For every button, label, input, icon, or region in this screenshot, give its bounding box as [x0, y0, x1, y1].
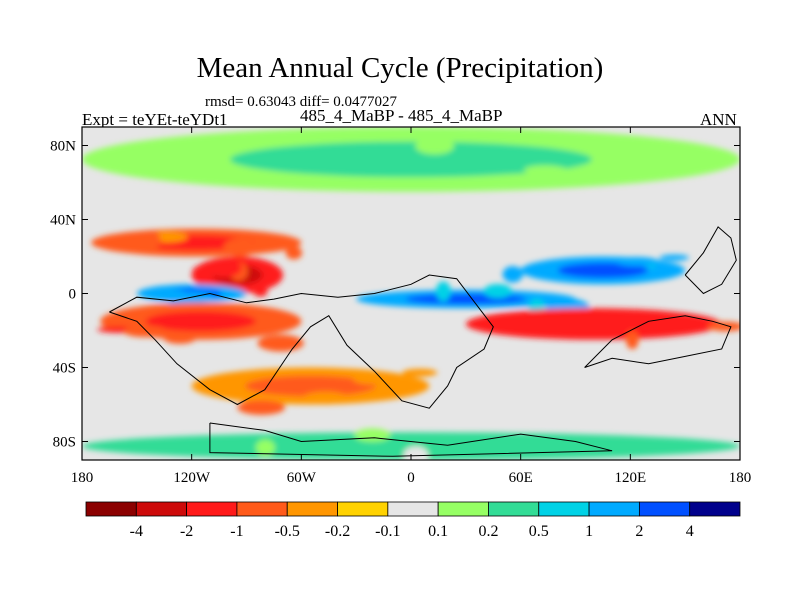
field-patch [302, 391, 349, 405]
field-patch [223, 238, 257, 257]
colorbar-label: -4 [130, 523, 143, 540]
field-patch [402, 368, 438, 377]
colorbar-label: -0.1 [375, 523, 400, 540]
y-tick-label: 80S [53, 435, 76, 451]
colorbar-swatch [186, 501, 238, 517]
colorbar-swatch [387, 501, 439, 517]
colorbar-label: -2 [180, 523, 193, 540]
colorbar-swatch [85, 501, 137, 517]
stats-subtitle: rmsd= 0.63043 diff= 0.0477027 [205, 94, 398, 110]
colorbar-label: 1 [585, 523, 593, 540]
colorbar-label: -1 [230, 523, 243, 540]
field-patch [237, 400, 286, 415]
field-patch [435, 281, 451, 302]
field-patch [504, 318, 519, 335]
colorbar-swatch [538, 501, 590, 517]
field-core-antarctic-green [230, 438, 592, 454]
field-patch [554, 166, 569, 183]
experiment-label: Expt = teYEt-teYDt1 [82, 110, 228, 129]
axis-ticks: 180 120W 60W 0 60E 120E 180 80N 40N 0 40S 80S [50, 127, 751, 486]
field-patch [255, 439, 276, 456]
field-patch [352, 372, 391, 385]
colorbar-swatch [638, 501, 691, 517]
field-core-south-pacific-red [145, 311, 257, 332]
field-patch [253, 286, 268, 297]
field-patch [354, 428, 391, 442]
field-patch [149, 290, 174, 301]
x-tick-label: 120E [614, 470, 646, 486]
precip-field [38, 127, 740, 460]
field-patch [707, 321, 740, 332]
colorbar-label: 0.5 [529, 523, 549, 540]
colorbar-swatch [337, 501, 389, 517]
field-core-south-mid-orange [245, 375, 376, 397]
y-tick-label: 80N [50, 139, 76, 155]
coastlines [109, 226, 737, 457]
coastline-3 [684, 226, 737, 295]
field-patch [647, 320, 661, 328]
field-patch [138, 230, 161, 250]
colorbar-swatch [286, 501, 338, 517]
colorbar-swatch [488, 501, 540, 517]
y-tick-label: 40N [50, 213, 76, 229]
field-patch [192, 265, 215, 277]
x-tick-label: 180 [729, 470, 752, 486]
colorbar-swatch [588, 501, 640, 517]
season-label: ANN [700, 110, 737, 129]
x-tick-label: 60W [287, 470, 317, 486]
field-patch [38, 188, 60, 197]
field-patch [257, 334, 304, 352]
colorbar-label: 2 [635, 523, 643, 540]
field-patch [205, 258, 242, 278]
x-tick-label: 120W [173, 470, 211, 486]
field-patch [163, 332, 196, 344]
colorbar-swatch [236, 501, 288, 517]
field-patch [123, 325, 168, 338]
colorbar-label: 0.2 [478, 523, 498, 540]
colorbar: -4 -2 -1 -0.5 -0.2 -0.1 0.1 0.2 0.5 1 2 4 [85, 501, 741, 540]
field-core-north-east-blue [557, 262, 649, 279]
colorbar-label: 0.1 [428, 523, 448, 540]
coastline-0 [109, 274, 494, 409]
chart-title: Mean Annual Cycle (Precipitation) [196, 52, 604, 84]
field-patch [483, 284, 512, 299]
colorbar-label: 4 [686, 523, 694, 540]
x-tick-label: 180 [71, 470, 94, 486]
field-patch [403, 446, 429, 460]
field-patch [502, 266, 523, 283]
field-patch [659, 254, 690, 261]
field-patch [614, 257, 659, 267]
coastline-2 [584, 315, 732, 368]
colorbar-swatch [135, 501, 188, 517]
field-core-south-band-red [523, 315, 665, 333]
coastline-1 [209, 422, 613, 457]
field-patch [285, 246, 303, 260]
y-tick-label: 0 [69, 287, 77, 303]
field-patch [625, 330, 639, 350]
x-tick-label: 60E [509, 470, 533, 486]
colorbar-label: -0.2 [325, 523, 350, 540]
field-core-north-band [230, 141, 592, 178]
y-tick-label: 40S [53, 361, 76, 377]
field-patch [415, 137, 455, 155]
colorbar-label: -0.5 [275, 523, 300, 540]
case-label: 485_4_MaBP - 485_4_MaBP [300, 106, 503, 125]
x-tick-label: 0 [407, 470, 415, 486]
colorbar-swatch [437, 501, 489, 517]
colorbar-swatch [689, 501, 741, 517]
